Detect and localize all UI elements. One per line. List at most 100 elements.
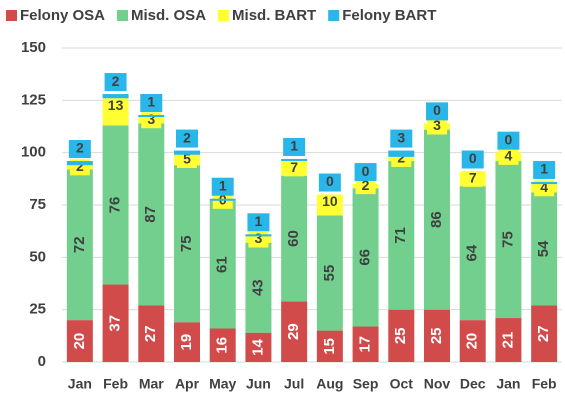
bar-segment (388, 161, 415, 310)
value-label: 2 (397, 150, 405, 166)
legend-label: Misd. BART (232, 7, 316, 24)
bar-segment (174, 150, 200, 155)
value-label-box (176, 129, 198, 148)
bar-segment (245, 242, 272, 333)
value-label-box (354, 163, 377, 182)
value-label: 19 (178, 334, 195, 351)
bar-segment (102, 98, 129, 126)
bar-segment (66, 169, 93, 321)
value-label-box (177, 151, 197, 168)
legend-label: Felony BART (342, 7, 436, 24)
legend-swatch (117, 10, 129, 21)
x-tick-label: Nov (424, 376, 451, 392)
value-label: 2 (76, 140, 84, 156)
bar-segment (352, 188, 379, 327)
x-tick-label: Aug (316, 376, 343, 392)
bar-segment (352, 326, 379, 362)
bar-segment (531, 305, 558, 362)
value-label: 14 (249, 338, 266, 355)
value-label: 27 (535, 325, 552, 342)
x-tick-label: Mar (139, 376, 164, 392)
value-label: 25 (428, 327, 445, 344)
bar-segment (102, 94, 129, 99)
value-label: 72 (71, 236, 88, 253)
x-tick-label: Jun (246, 376, 271, 392)
value-label-box (462, 170, 483, 187)
value-label-box (427, 118, 447, 135)
value-label: 64 (464, 244, 481, 261)
bar-segment (316, 194, 343, 216)
legend-swatch (6, 10, 17, 21)
value-label: 29 (285, 323, 302, 340)
value-label: 1 (255, 213, 263, 229)
x-tick-label: Jan (68, 376, 92, 392)
value-label-box (533, 160, 556, 179)
value-label-box (140, 93, 163, 112)
x-tick-label: Jul (284, 376, 304, 392)
y-tick-label: 0 (38, 353, 46, 370)
bar-segment (174, 165, 200, 323)
value-label-box (104, 73, 127, 92)
x-tick-label: Feb (532, 376, 557, 392)
value-label: 1 (290, 138, 298, 154)
value-label: 2 (362, 177, 370, 193)
value-label-box (498, 148, 519, 165)
value-label: 15 (321, 338, 338, 355)
bar-segment (138, 114, 165, 118)
x-tick-label: Sep (353, 376, 379, 392)
value-label: 3 (147, 111, 155, 127)
value-label: 76 (107, 197, 124, 214)
value-label: 2 (76, 158, 84, 174)
value-label: 37 (107, 315, 124, 332)
value-label-box (247, 213, 270, 232)
value-label-box (318, 173, 341, 192)
value-label: 1 (147, 94, 155, 110)
value-label: 20 (71, 333, 88, 350)
value-label: 25 (392, 327, 409, 344)
value-label: 75 (178, 235, 195, 252)
bar-segment (316, 330, 343, 362)
bar-segment (66, 161, 93, 166)
x-tick-label: Oct (390, 376, 414, 392)
y-tick-label: 150 (21, 39, 46, 56)
bar-segment (138, 305, 165, 362)
value-label: 3 (397, 129, 405, 145)
value-label: 10 (322, 193, 338, 209)
value-label-box (426, 102, 448, 121)
value-label-box (211, 177, 234, 196)
value-label: 27 (142, 325, 159, 342)
bar-segment (281, 175, 308, 302)
bar-segment (174, 322, 200, 362)
value-label: 17 (357, 336, 374, 353)
y-tick-label: 100 (21, 144, 46, 161)
bar-segment (138, 123, 165, 306)
value-label: 7 (290, 159, 298, 175)
value-label: 60 (285, 230, 302, 247)
value-label-box (355, 178, 376, 195)
value-label-box (534, 180, 555, 197)
y-tick-label: 125 (21, 91, 46, 108)
value-label-box (283, 137, 306, 156)
bar-segment (495, 318, 522, 362)
y-tick-label: 25 (29, 301, 46, 318)
bar-segment (424, 309, 450, 362)
x-tick-label: Apr (175, 376, 200, 392)
legend-label: Felony OSA (20, 7, 105, 24)
value-label: 61 (214, 256, 231, 273)
bar-segment (459, 186, 486, 321)
value-label: 2 (112, 73, 120, 89)
bar-segment (209, 198, 236, 201)
value-label: 5 (183, 151, 191, 167)
bar-segment (209, 328, 236, 362)
bar-segment (245, 234, 272, 237)
value-label: 7 (469, 170, 477, 186)
bar-segment (102, 284, 129, 362)
y-tick-label: 75 (29, 196, 46, 213)
value-label: 0 (505, 131, 513, 147)
value-label: 1 (219, 177, 227, 193)
bar-segment (281, 158, 308, 162)
value-label: 0 (469, 150, 477, 166)
value-label: 43 (249, 279, 266, 296)
value-label: 20 (464, 333, 481, 350)
